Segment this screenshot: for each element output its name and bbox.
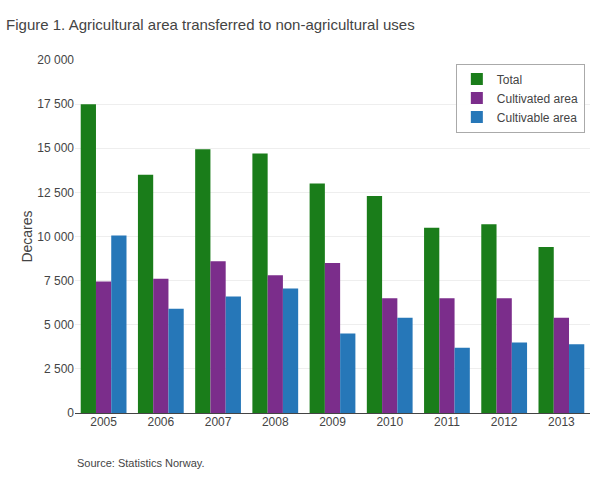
svg-text:17 500: 17 500 — [37, 97, 74, 111]
svg-text:2006: 2006 — [147, 415, 174, 429]
svg-text:20 000: 20 000 — [37, 53, 74, 67]
svg-text:15 000: 15 000 — [37, 141, 74, 155]
svg-text:Decares: Decares — [19, 210, 35, 262]
svg-text:2009: 2009 — [319, 415, 346, 429]
svg-text:Source: Statistics Norway.: Source: Statistics Norway. — [77, 457, 205, 469]
svg-text:Total: Total — [497, 73, 522, 87]
svg-text:Cultivated area: Cultivated area — [497, 92, 578, 106]
svg-text:2010: 2010 — [376, 415, 403, 429]
svg-text:0: 0 — [67, 406, 74, 420]
svg-text:2013: 2013 — [548, 415, 575, 429]
svg-text:2011: 2011 — [434, 415, 460, 429]
svg-text:10 000: 10 000 — [37, 230, 74, 244]
svg-text:7 500: 7 500 — [44, 274, 74, 288]
svg-text:2007: 2007 — [205, 415, 232, 429]
svg-text:2008: 2008 — [262, 415, 289, 429]
svg-text:Figure 1. Agricultural area tr: Figure 1. Agricultural area transferred … — [6, 16, 415, 33]
svg-text:12 500: 12 500 — [37, 186, 74, 200]
svg-text:2012: 2012 — [491, 415, 518, 429]
svg-text:Cultivable area: Cultivable area — [497, 111, 577, 125]
svg-text:2005: 2005 — [90, 415, 117, 429]
svg-text:5 000: 5 000 — [44, 318, 74, 332]
svg-text:2 500: 2 500 — [44, 362, 74, 376]
